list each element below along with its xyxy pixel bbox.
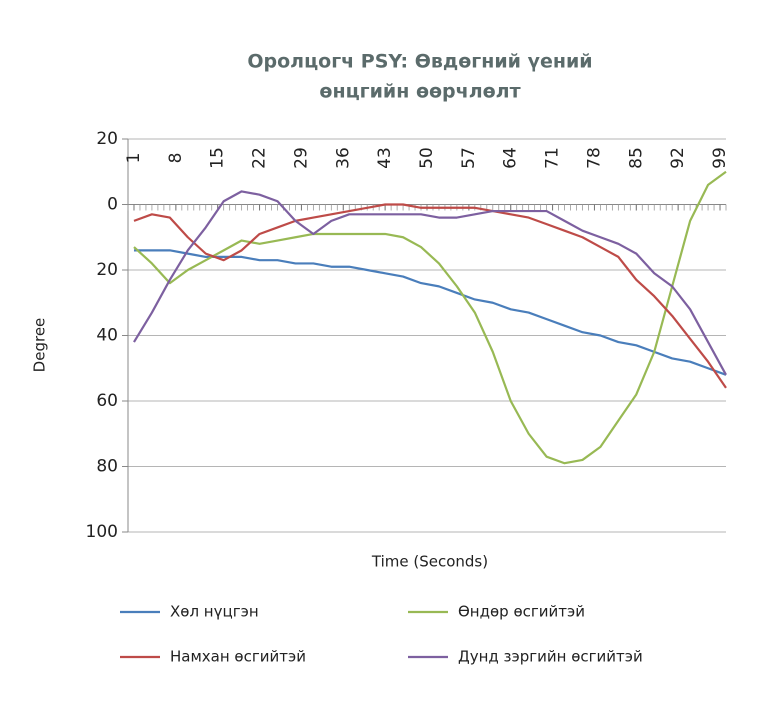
x-tick-label: 8 bbox=[166, 153, 186, 164]
chart-title: өнцгийн өөрчлөлт bbox=[319, 81, 520, 103]
x-tick-label: 78 bbox=[584, 147, 604, 169]
x-tick-label: 1 bbox=[124, 153, 144, 164]
x-tick-label: 22 bbox=[250, 147, 270, 169]
y-tick-label: 80 bbox=[96, 457, 118, 477]
series-line bbox=[133, 249, 727, 376]
legend-label: Хөл нүцгэн bbox=[170, 603, 259, 621]
x-tick-label: 29 bbox=[291, 147, 311, 169]
x-tick-label: 99 bbox=[710, 147, 730, 169]
legend-label: Намхан өсгийтэй bbox=[170, 648, 306, 666]
y-tick-label: 20 bbox=[96, 129, 118, 149]
x-tick-label: 57 bbox=[459, 147, 479, 169]
x-tick-label: 50 bbox=[417, 147, 437, 169]
x-tick-label: 15 bbox=[208, 147, 228, 169]
chart-title: Оролцогч PSY: Өвдөгний үений bbox=[247, 51, 592, 73]
x-tick-label: 64 bbox=[501, 147, 521, 169]
x-tick-label: 43 bbox=[375, 147, 395, 169]
legend-label: Дунд зэргийн өсгийтэй bbox=[458, 648, 643, 666]
y-tick-label: 40 bbox=[96, 326, 118, 346]
x-tick-label: 92 bbox=[668, 147, 688, 169]
legend-label: Өндөр өсгийтэй bbox=[458, 603, 585, 621]
y-tick-label: 0 bbox=[107, 195, 118, 215]
y-tick-label: 100 bbox=[86, 522, 118, 542]
y-axis-label: Degree bbox=[31, 318, 49, 373]
series-line bbox=[133, 170, 727, 465]
series-line bbox=[133, 190, 727, 376]
y-tick-label: 60 bbox=[96, 391, 118, 411]
x-tick-label: 71 bbox=[543, 147, 563, 169]
y-tick-label: 20 bbox=[96, 260, 118, 280]
x-axis-label: Time (Seconds) bbox=[371, 553, 488, 571]
x-tick-label: 85 bbox=[626, 147, 646, 169]
x-tick-label: 36 bbox=[333, 147, 353, 169]
series-line bbox=[133, 203, 727, 389]
